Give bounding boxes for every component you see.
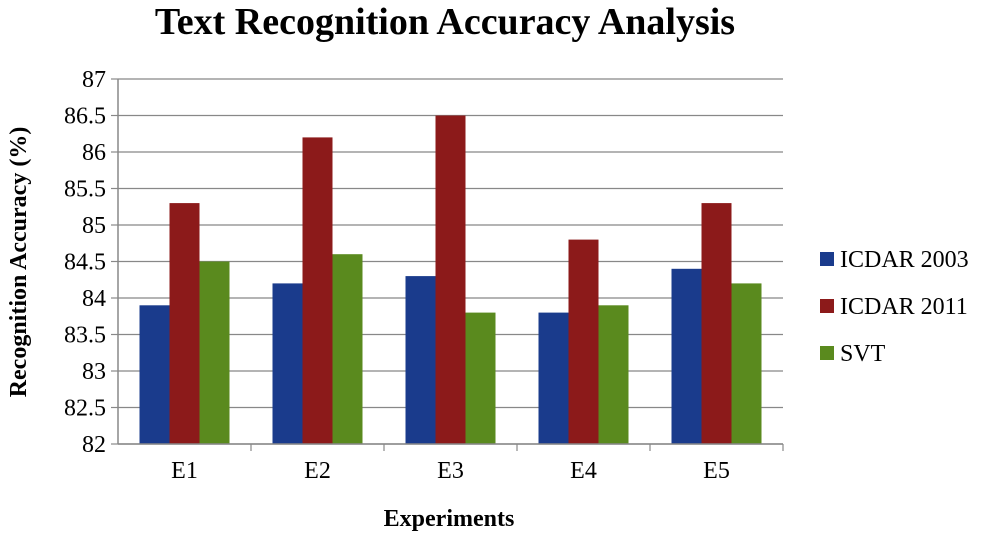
legend-swatch <box>820 252 834 266</box>
x-tick-label: E1 <box>171 458 198 484</box>
y-tick-label: 82.5 <box>64 396 106 422</box>
bar-svt-e3 <box>465 312 496 444</box>
y-tick-label: 85.5 <box>64 177 106 203</box>
bar-icdar-2003-e1 <box>139 305 170 444</box>
bar-icdar-2003-e4 <box>538 312 569 444</box>
bar-svt-e5 <box>731 283 762 444</box>
y-tick-label: 82 <box>82 432 106 458</box>
legend-swatch <box>820 346 834 360</box>
bar-icdar-2003-e3 <box>405 276 436 444</box>
y-tick-label: 86 <box>82 140 106 166</box>
y-tick-label: 87 <box>82 67 106 93</box>
x-tick-label: E4 <box>570 458 597 484</box>
y-tick-label: 83 <box>82 359 106 385</box>
x-tick-label: E3 <box>437 458 464 484</box>
x-axis-label: Experiments <box>384 506 515 532</box>
y-tick-label: 84 <box>82 286 106 312</box>
legend-label: SVT <box>840 341 886 367</box>
bar-svt-e4 <box>598 305 629 444</box>
legend-swatch <box>820 299 834 313</box>
bar-svt-e2 <box>332 254 363 444</box>
bar-icdar-2011-e3 <box>435 115 466 444</box>
bar-icdar-2011-e2 <box>302 137 333 444</box>
y-axis-label: Recognition Accuracy (%) <box>6 127 32 398</box>
y-axis-ticks: 82 82.5 83 83.5 84 84.5 85 85.5 86 86.5 87 <box>64 67 106 458</box>
x-axis-ticks: E1 E2 E3 E4 E5 <box>171 444 784 484</box>
legend-label: ICDAR 2011 <box>840 294 968 320</box>
bar-svt-e1 <box>199 261 230 444</box>
y-tick-label: 83.5 <box>64 323 106 349</box>
chart-title: Text Recognition Accuracy Analysis <box>155 1 735 43</box>
x-tick-label: E2 <box>304 458 331 484</box>
bar-icdar-2011-e4 <box>568 239 599 444</box>
y-tick-label: 86.5 <box>64 104 106 130</box>
legend-label: ICDAR 2003 <box>840 247 969 273</box>
bar-icdar-2003-e5 <box>671 268 702 444</box>
bar-icdar-2003-e2 <box>272 283 303 444</box>
y-tick-label: 85 <box>82 213 106 239</box>
x-tick-label: E5 <box>703 458 730 484</box>
bars <box>139 115 762 444</box>
bar-icdar-2011-e1 <box>169 203 200 444</box>
bar-icdar-2011-e5 <box>701 203 732 444</box>
y-tick-label: 84.5 <box>64 250 106 276</box>
legend: ICDAR 2003 ICDAR 2011 SVT <box>820 247 969 367</box>
